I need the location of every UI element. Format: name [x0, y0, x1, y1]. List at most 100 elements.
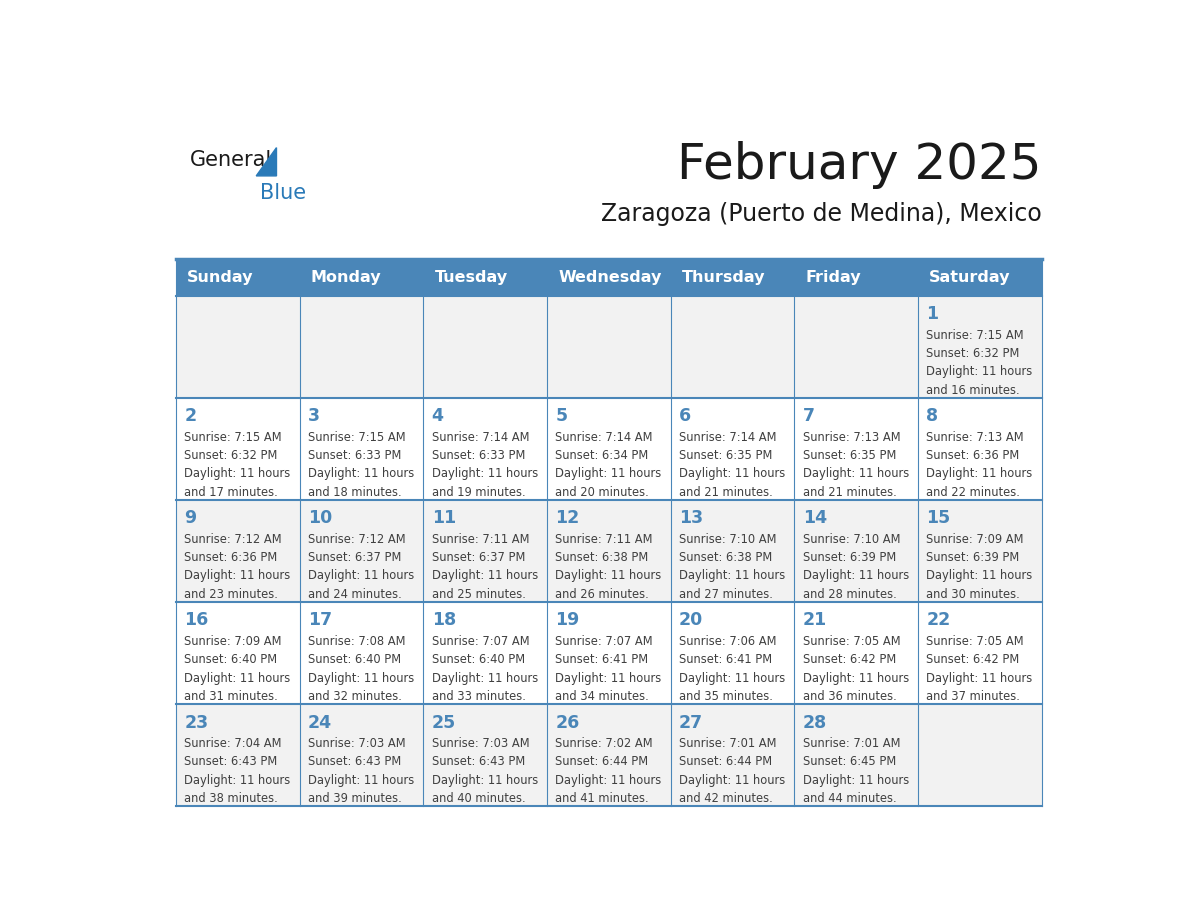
Text: Sunrise: 7:03 AM: Sunrise: 7:03 AM: [308, 737, 405, 750]
Bar: [176, 398, 299, 500]
Text: Friday: Friday: [805, 270, 861, 285]
Bar: [423, 500, 546, 602]
Text: 11: 11: [431, 509, 456, 528]
Text: 10: 10: [308, 509, 333, 528]
Text: Sunrise: 7:02 AM: Sunrise: 7:02 AM: [555, 737, 653, 750]
Text: 6: 6: [680, 408, 691, 425]
Text: Sunrise: 7:15 AM: Sunrise: 7:15 AM: [184, 431, 282, 443]
Text: Sunset: 6:35 PM: Sunset: 6:35 PM: [680, 449, 772, 462]
Text: and 21 minutes.: and 21 minutes.: [803, 486, 896, 498]
Text: Daylight: 11 hours: Daylight: 11 hours: [555, 467, 662, 480]
Text: and 31 minutes.: and 31 minutes.: [184, 690, 278, 703]
Bar: [176, 602, 299, 704]
Bar: [795, 259, 918, 297]
Bar: [176, 259, 299, 297]
Text: Tuesday: Tuesday: [435, 270, 507, 285]
Text: Sunset: 6:32 PM: Sunset: 6:32 PM: [927, 347, 1019, 360]
Text: Daylight: 11 hours: Daylight: 11 hours: [308, 672, 415, 685]
Text: Sunset: 6:41 PM: Sunset: 6:41 PM: [555, 654, 649, 666]
Text: Sunrise: 7:15 AM: Sunrise: 7:15 AM: [308, 431, 405, 443]
Text: Sunrise: 7:05 AM: Sunrise: 7:05 AM: [803, 634, 901, 648]
Text: and 18 minutes.: and 18 minutes.: [308, 486, 402, 498]
Text: and 22 minutes.: and 22 minutes.: [927, 486, 1020, 498]
Text: 13: 13: [680, 509, 703, 528]
Text: and 37 minutes.: and 37 minutes.: [927, 690, 1020, 703]
Text: Sunday: Sunday: [188, 270, 254, 285]
Text: Sunset: 6:43 PM: Sunset: 6:43 PM: [431, 756, 525, 768]
Bar: [299, 297, 423, 398]
Text: Sunset: 6:40 PM: Sunset: 6:40 PM: [184, 654, 278, 666]
Polygon shape: [257, 148, 277, 176]
Text: 7: 7: [803, 408, 815, 425]
Bar: [546, 259, 671, 297]
Text: and 35 minutes.: and 35 minutes.: [680, 690, 773, 703]
Text: Sunset: 6:44 PM: Sunset: 6:44 PM: [680, 756, 772, 768]
Text: Sunset: 6:39 PM: Sunset: 6:39 PM: [803, 551, 896, 564]
Bar: [546, 602, 671, 704]
Text: Sunset: 6:40 PM: Sunset: 6:40 PM: [308, 654, 402, 666]
Text: Sunrise: 7:14 AM: Sunrise: 7:14 AM: [555, 431, 653, 443]
Text: Sunrise: 7:14 AM: Sunrise: 7:14 AM: [431, 431, 529, 443]
Text: 19: 19: [555, 611, 580, 630]
Text: Daylight: 11 hours: Daylight: 11 hours: [555, 569, 662, 583]
Bar: [423, 259, 546, 297]
Text: Daylight: 11 hours: Daylight: 11 hours: [184, 467, 291, 480]
Text: and 19 minutes.: and 19 minutes.: [431, 486, 525, 498]
Text: and 25 minutes.: and 25 minutes.: [431, 588, 525, 601]
Bar: [299, 259, 423, 297]
Text: Daylight: 11 hours: Daylight: 11 hours: [555, 774, 662, 787]
Bar: [671, 704, 795, 806]
Text: Daylight: 11 hours: Daylight: 11 hours: [927, 569, 1032, 583]
Text: 28: 28: [803, 713, 827, 732]
Text: Daylight: 11 hours: Daylight: 11 hours: [184, 569, 291, 583]
Text: and 44 minutes.: and 44 minutes.: [803, 792, 896, 805]
Text: Sunrise: 7:11 AM: Sunrise: 7:11 AM: [555, 532, 653, 545]
Bar: [795, 602, 918, 704]
Text: 23: 23: [184, 713, 209, 732]
Text: and 33 minutes.: and 33 minutes.: [431, 690, 525, 703]
Bar: [671, 259, 795, 297]
Text: 22: 22: [927, 611, 950, 630]
Text: and 20 minutes.: and 20 minutes.: [555, 486, 649, 498]
Text: Sunrise: 7:12 AM: Sunrise: 7:12 AM: [184, 532, 282, 545]
Text: 3: 3: [308, 408, 320, 425]
Text: and 26 minutes.: and 26 minutes.: [555, 588, 649, 601]
Text: Daylight: 11 hours: Daylight: 11 hours: [803, 467, 909, 480]
Text: Sunrise: 7:09 AM: Sunrise: 7:09 AM: [927, 532, 1024, 545]
Text: Sunset: 6:42 PM: Sunset: 6:42 PM: [927, 654, 1019, 666]
Text: Sunset: 6:43 PM: Sunset: 6:43 PM: [184, 756, 278, 768]
Bar: [671, 297, 795, 398]
Bar: [546, 398, 671, 500]
Text: 2: 2: [184, 408, 196, 425]
Bar: [918, 259, 1042, 297]
Bar: [795, 398, 918, 500]
Text: Sunset: 6:37 PM: Sunset: 6:37 PM: [431, 551, 525, 564]
Text: 14: 14: [803, 509, 827, 528]
Bar: [299, 704, 423, 806]
Text: Sunset: 6:42 PM: Sunset: 6:42 PM: [803, 654, 896, 666]
Text: and 17 minutes.: and 17 minutes.: [184, 486, 278, 498]
Text: Sunset: 6:38 PM: Sunset: 6:38 PM: [555, 551, 649, 564]
Bar: [671, 398, 795, 500]
Text: and 41 minutes.: and 41 minutes.: [555, 792, 649, 805]
Text: and 42 minutes.: and 42 minutes.: [680, 792, 772, 805]
Text: and 16 minutes.: and 16 minutes.: [927, 384, 1019, 397]
Text: 27: 27: [680, 713, 703, 732]
Text: Sunrise: 7:04 AM: Sunrise: 7:04 AM: [184, 737, 282, 750]
Text: Daylight: 11 hours: Daylight: 11 hours: [431, 774, 538, 787]
Text: 24: 24: [308, 713, 333, 732]
Text: Daylight: 11 hours: Daylight: 11 hours: [803, 672, 909, 685]
Bar: [423, 398, 546, 500]
Text: Sunrise: 7:10 AM: Sunrise: 7:10 AM: [803, 532, 901, 545]
Text: 1: 1: [927, 306, 939, 323]
Text: 15: 15: [927, 509, 950, 528]
Text: 8: 8: [927, 408, 939, 425]
Text: Daylight: 11 hours: Daylight: 11 hours: [308, 774, 415, 787]
Bar: [918, 398, 1042, 500]
Text: 16: 16: [184, 611, 209, 630]
Text: Sunrise: 7:01 AM: Sunrise: 7:01 AM: [680, 737, 777, 750]
Text: Zaragoza (Puerto de Medina), Mexico: Zaragoza (Puerto de Medina), Mexico: [601, 202, 1042, 226]
Text: Sunset: 6:37 PM: Sunset: 6:37 PM: [308, 551, 402, 564]
Text: Sunrise: 7:07 AM: Sunrise: 7:07 AM: [431, 634, 530, 648]
Bar: [423, 704, 546, 806]
